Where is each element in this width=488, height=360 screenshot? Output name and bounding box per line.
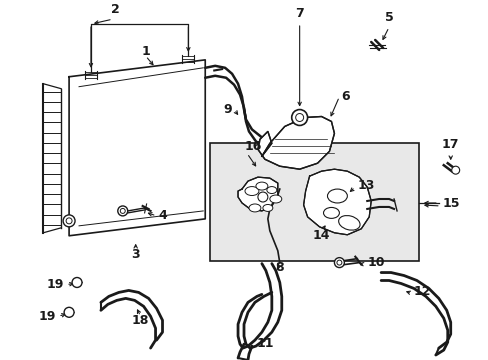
Text: 4: 4 — [158, 210, 167, 222]
Ellipse shape — [255, 182, 267, 190]
Text: 13: 13 — [357, 179, 374, 192]
Bar — [210, 143, 418, 261]
Text: 6: 6 — [341, 90, 349, 103]
Circle shape — [118, 206, 127, 216]
Polygon shape — [257, 117, 334, 169]
Circle shape — [451, 166, 459, 174]
Text: 12: 12 — [413, 285, 430, 298]
Ellipse shape — [244, 186, 258, 195]
Circle shape — [295, 113, 303, 121]
Ellipse shape — [263, 204, 272, 211]
Text: 5: 5 — [384, 11, 393, 24]
Text: 10: 10 — [366, 256, 384, 269]
Text: 7: 7 — [295, 7, 304, 20]
Circle shape — [63, 215, 75, 227]
Ellipse shape — [338, 216, 359, 230]
Polygon shape — [303, 169, 370, 235]
Text: 19: 19 — [47, 278, 64, 291]
Ellipse shape — [248, 204, 261, 212]
Text: 1: 1 — [141, 45, 150, 58]
Circle shape — [64, 307, 74, 317]
Text: 3: 3 — [131, 248, 140, 261]
Ellipse shape — [323, 207, 339, 219]
Text: 14: 14 — [312, 229, 329, 242]
Text: 16: 16 — [244, 140, 262, 153]
Circle shape — [66, 218, 72, 224]
Text: 19: 19 — [39, 310, 56, 323]
Polygon shape — [69, 60, 205, 236]
Text: 18: 18 — [132, 314, 149, 327]
Text: 9: 9 — [223, 103, 232, 116]
Circle shape — [334, 258, 344, 267]
Circle shape — [291, 109, 307, 125]
Ellipse shape — [327, 189, 346, 203]
Polygon shape — [238, 177, 277, 211]
Text: 11: 11 — [256, 337, 273, 350]
Text: 8: 8 — [275, 261, 284, 274]
Circle shape — [336, 260, 341, 265]
Text: 2: 2 — [111, 3, 120, 16]
Circle shape — [72, 278, 82, 287]
Ellipse shape — [266, 186, 276, 194]
Text: 15: 15 — [442, 198, 459, 211]
Circle shape — [120, 208, 125, 213]
Ellipse shape — [269, 195, 281, 203]
Text: 17: 17 — [441, 138, 459, 151]
Circle shape — [257, 192, 267, 202]
